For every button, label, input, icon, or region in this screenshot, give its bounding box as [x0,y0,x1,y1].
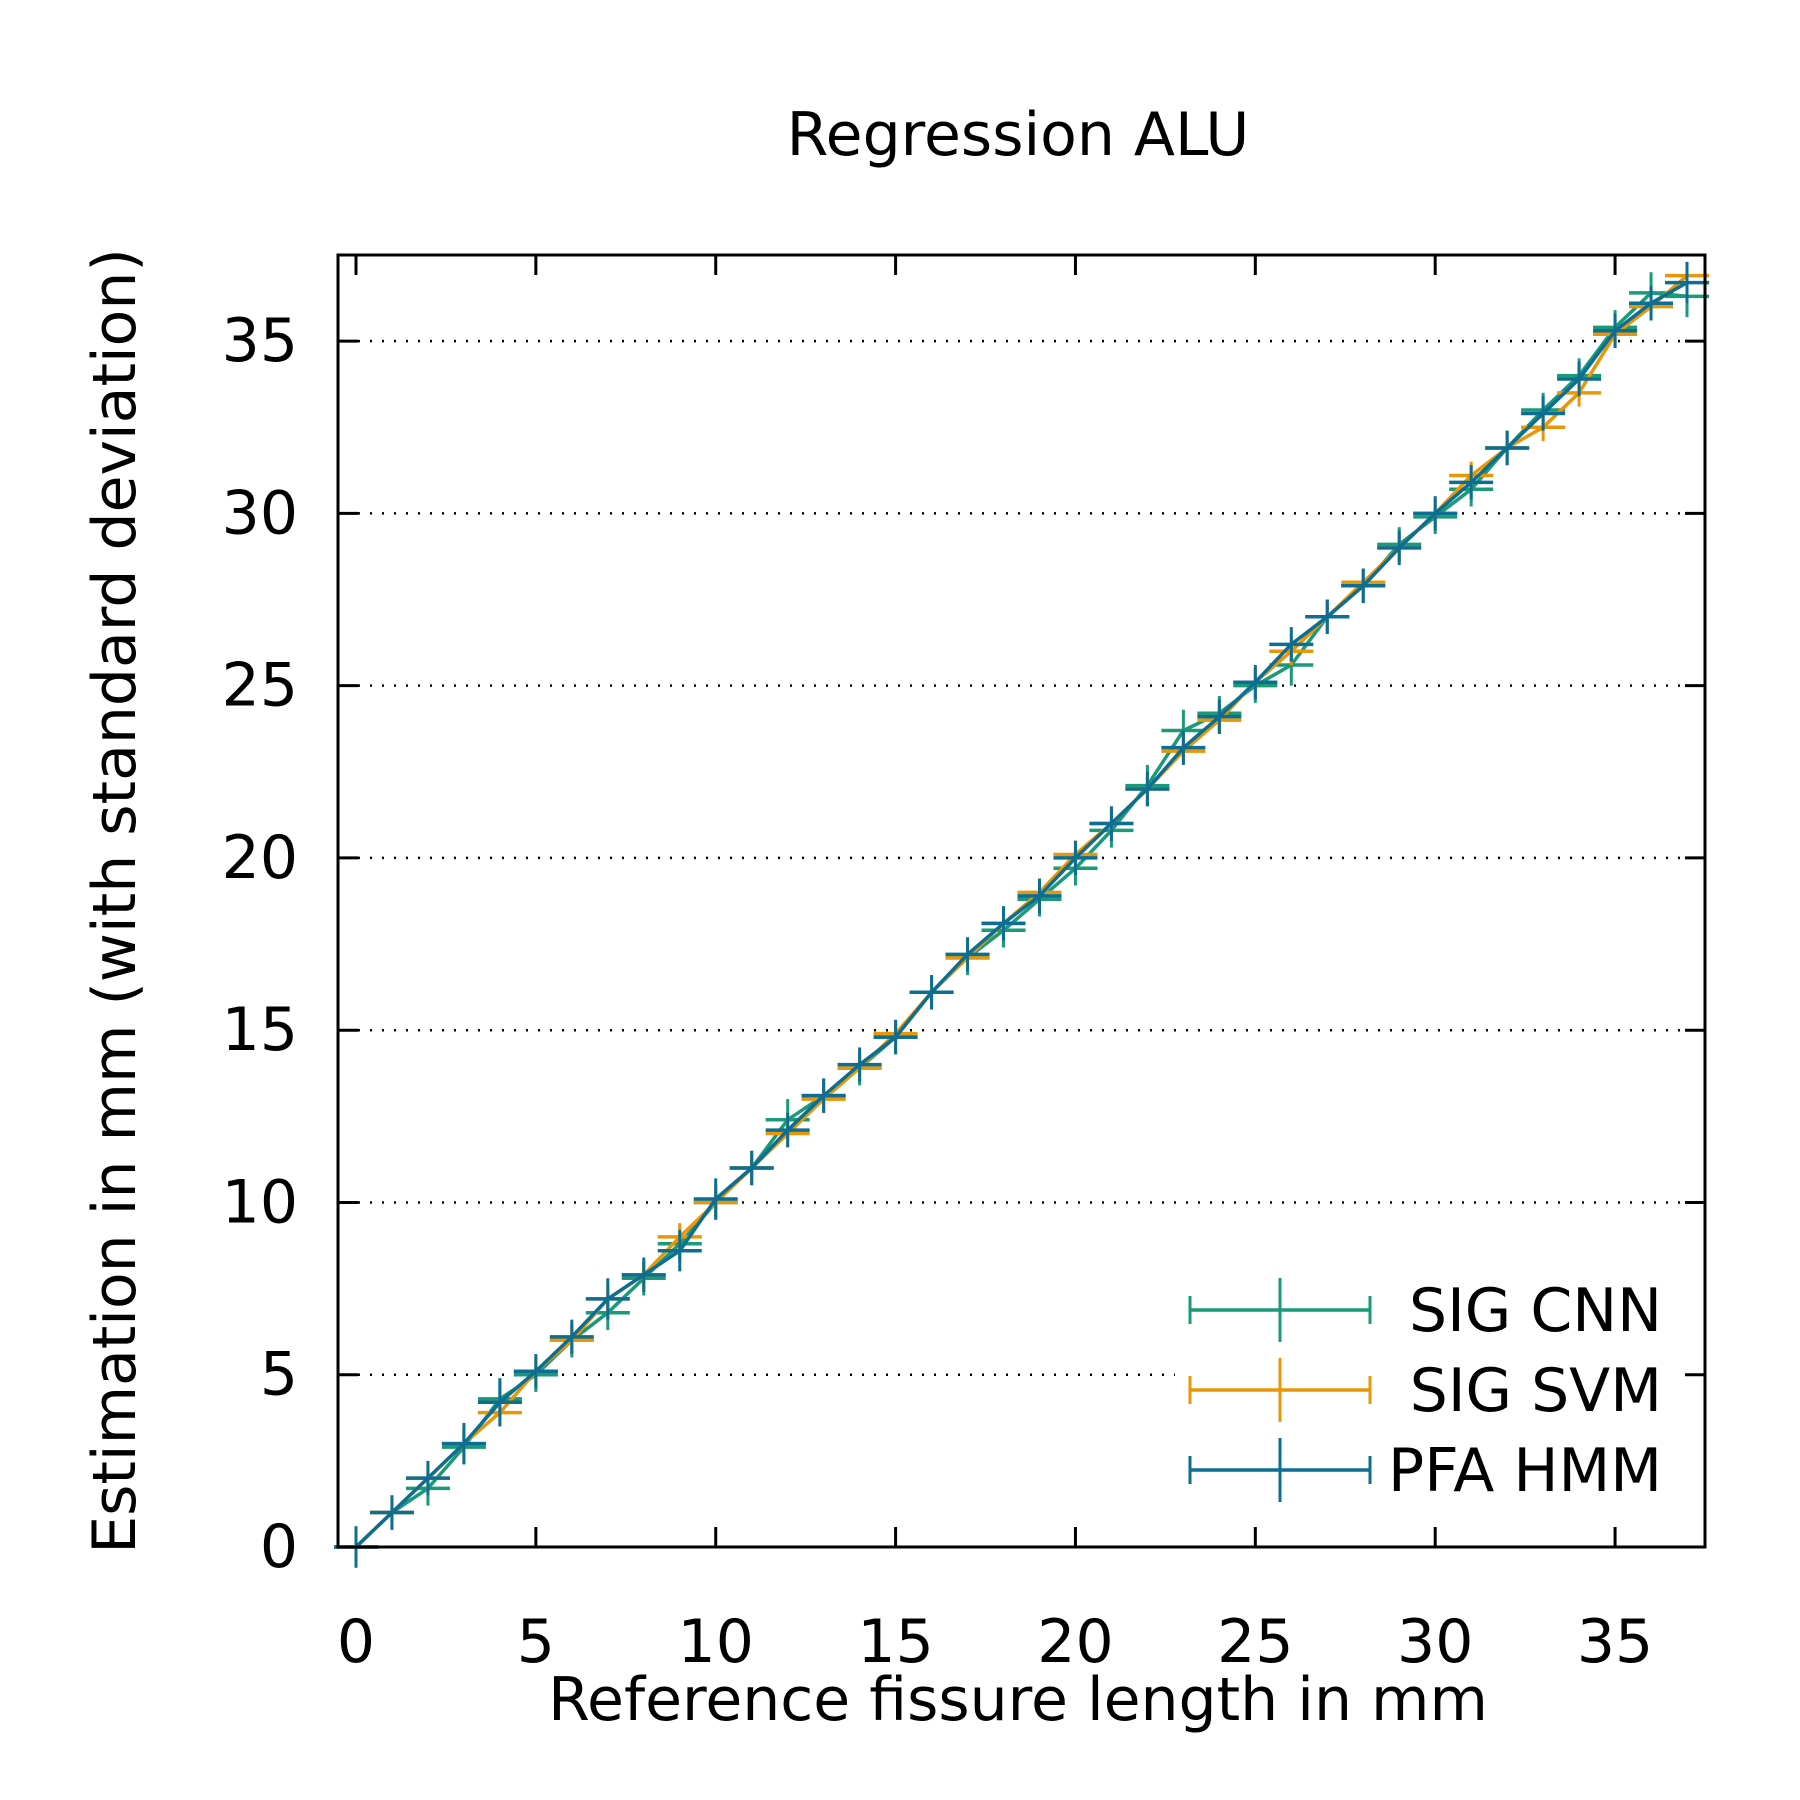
legend-label: SIG SVM [1410,1356,1662,1426]
x-axis-label: Reference fissure length in mm [548,1665,1488,1735]
x-tick-label: 5 [517,1607,555,1677]
x-tick-label: 35 [1577,1607,1653,1677]
x-tick-label: 0 [337,1607,375,1677]
y-tick-label: 35 [222,306,298,376]
y-tick-label: 15 [222,995,298,1065]
y-axis-label: Estimation in mm (with standard deviatio… [80,248,150,1554]
legend-label: PFA HMM [1388,1436,1662,1506]
series-line-pfa-hmm [354,281,1688,1549]
y-tick-labels: 0 5 10 15 20 25 30 35 [222,306,298,1582]
legend-entry-pfa-hmm: PFA HMM [1188,1436,1662,1506]
x-tick-label: 30 [1397,1607,1473,1677]
y-tick-label: 20 [222,823,298,893]
y-tick-label: 10 [222,1167,298,1237]
x-tick-label: 10 [678,1607,754,1677]
series-layer [333,261,1710,1568]
x-tick-labels: 0 5 10 15 20 25 30 35 [337,1607,1653,1677]
chart-title: Regression ALU [787,100,1250,170]
y-tick-label: 30 [222,478,298,548]
series-pfa-hmm [333,261,1710,1568]
plot-frame [336,253,1707,1549]
axis-ticks [338,255,1705,1549]
x-tick-label: 25 [1217,1607,1293,1677]
x-tick-label: 15 [857,1607,933,1677]
legend: SIG CNN SIG SVM PFA HMM [1188,1276,1662,1506]
y-tick-label: 25 [222,651,298,721]
legend-entry-sig-svm: SIG SVM [1188,1356,1662,1426]
legend-label: SIG CNN [1409,1276,1662,1346]
y-tick-label: 5 [260,1340,298,1410]
y-tick-label: 0 [260,1512,298,1582]
x-tick-label: 20 [1037,1607,1113,1677]
legend-entry-sig-cnn: SIG CNN [1188,1276,1662,1346]
grid-lines [358,339,1685,1376]
